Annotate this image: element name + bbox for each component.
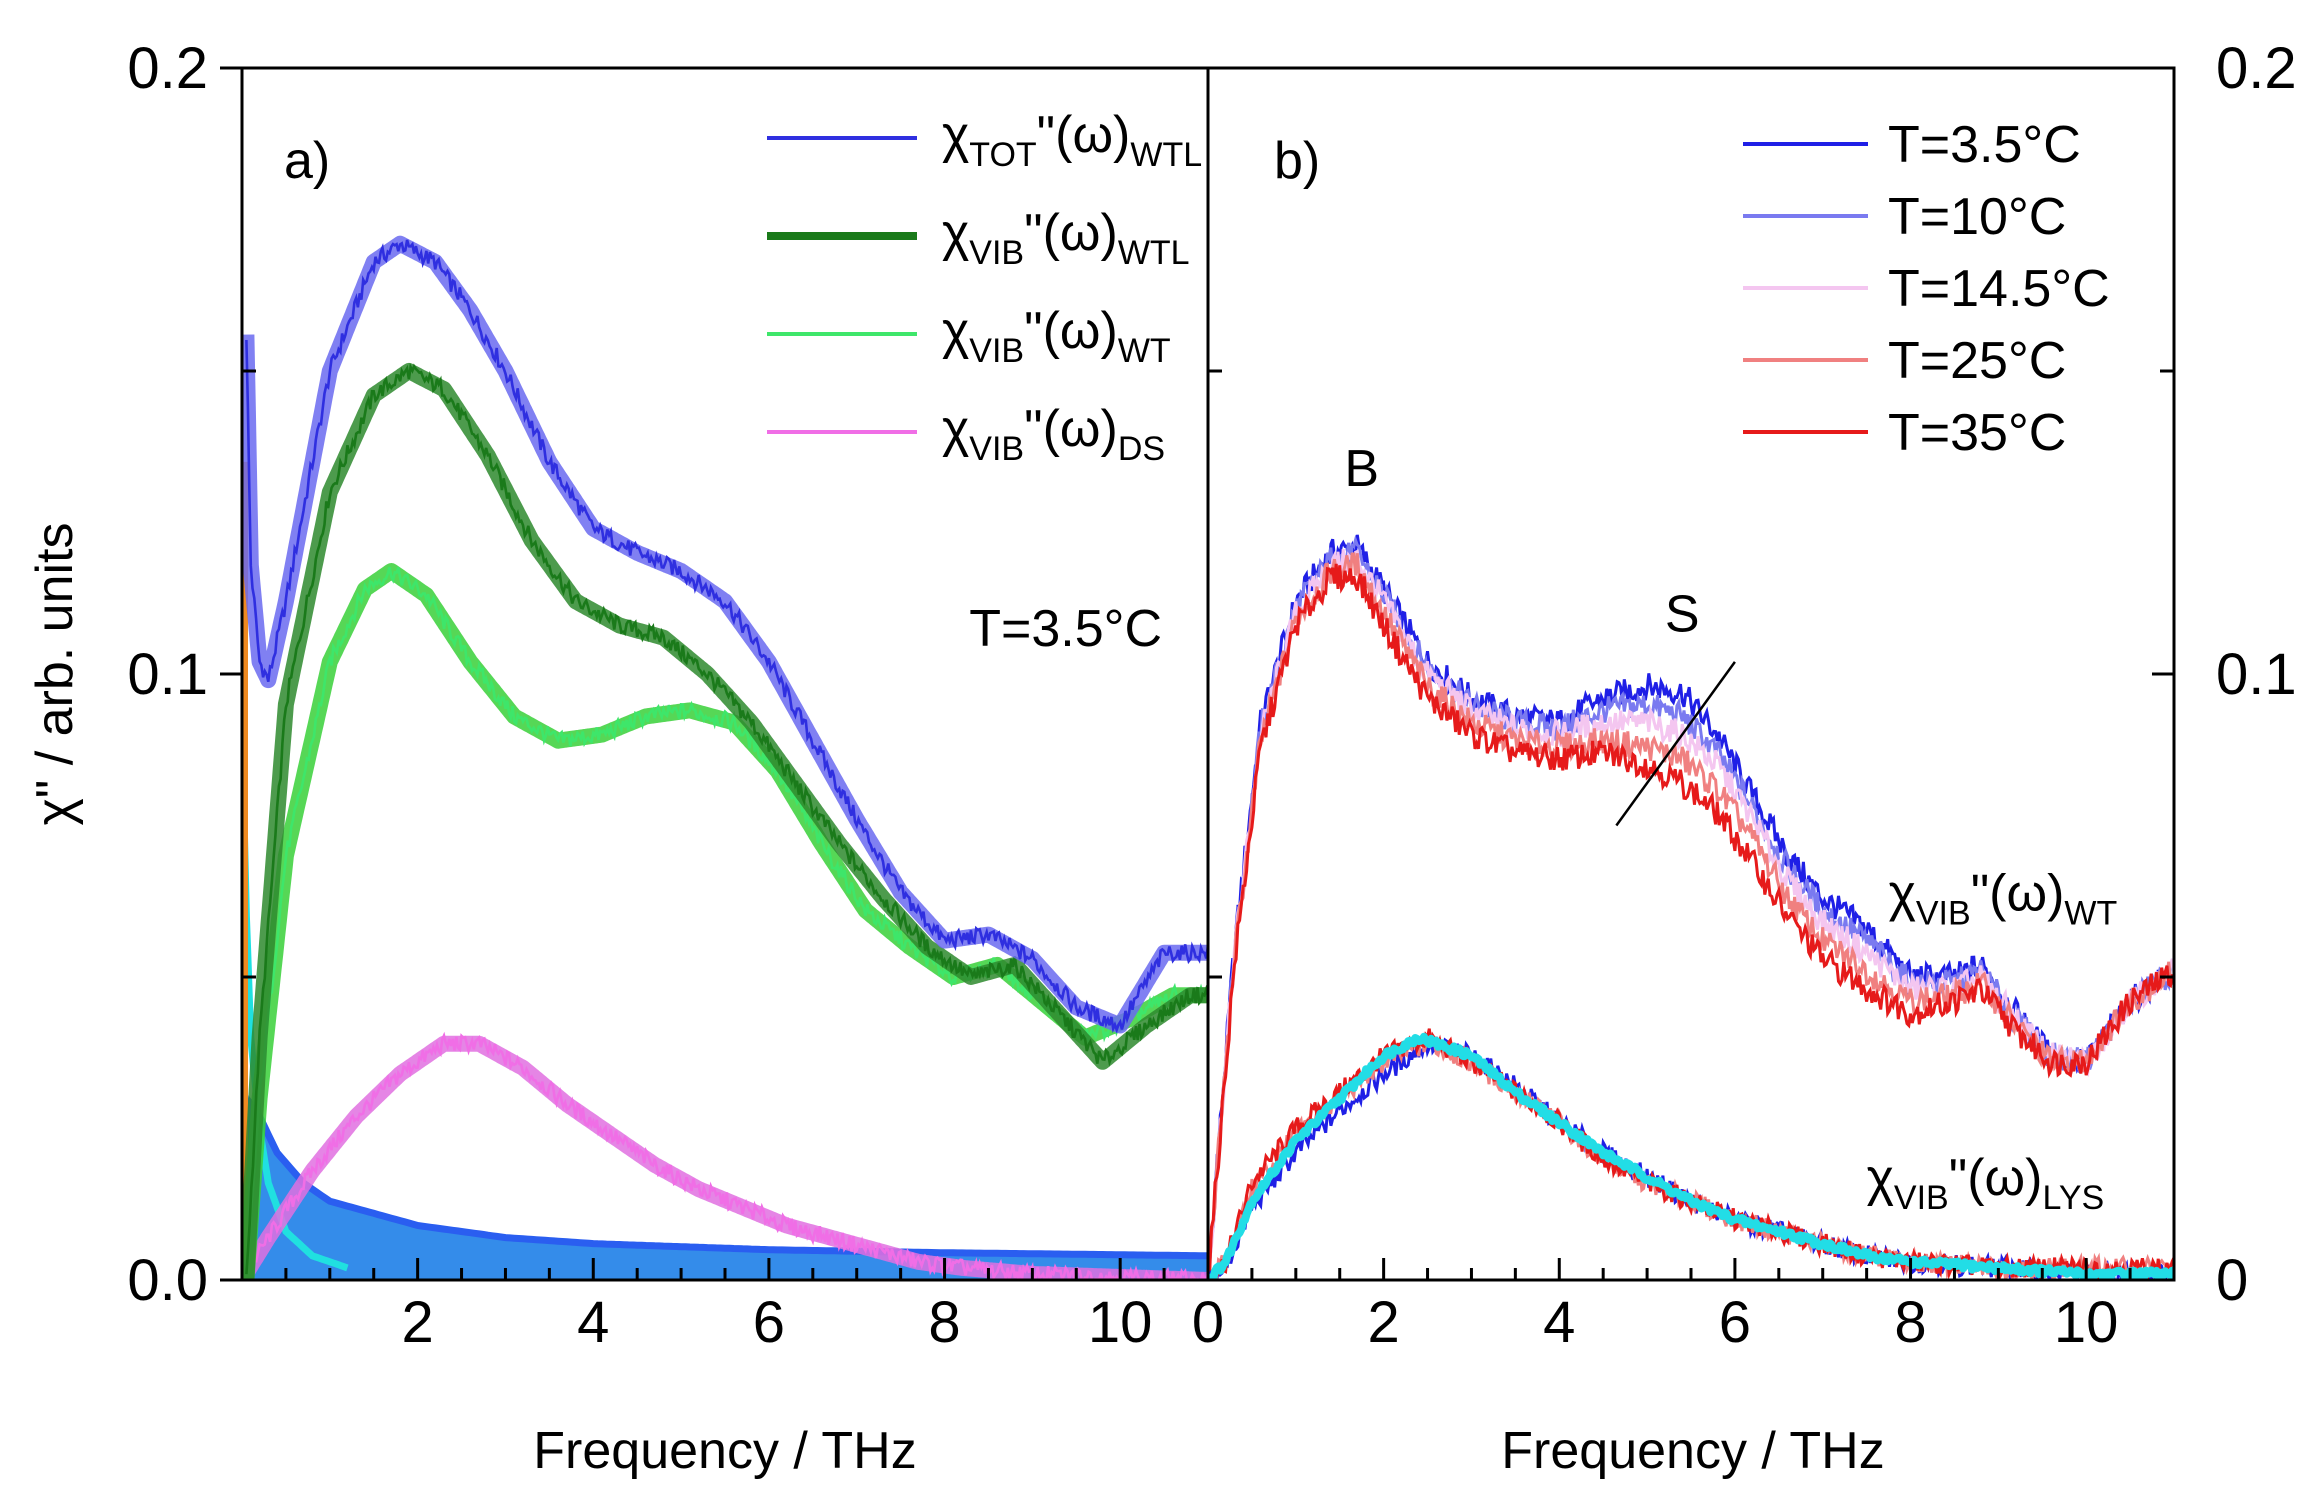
legend-mid: "(ω) xyxy=(1024,302,1118,360)
series-mid: "(ω) xyxy=(1949,1149,2043,1207)
y-tick-label-b: 0 xyxy=(2216,1248,2248,1313)
plot-area-b xyxy=(1208,534,2174,1280)
panel-a: 2 4 6 8 100.00.10.2a)T=3.5°CχTOT"(ω)WTLχVIB"… xyxy=(127,36,1210,1355)
shift-arrow-line xyxy=(1615,661,1736,827)
series-sub: VIB xyxy=(1916,894,1971,932)
temperature-annotation-a: T=3.5°C xyxy=(969,600,1162,658)
series-tail: LYS xyxy=(2042,1179,2104,1217)
legend-sub: TOT xyxy=(969,136,1036,174)
legend-tail: WTL xyxy=(1118,234,1190,272)
legend-tail: DS xyxy=(1118,430,1165,468)
legend-tail: WTL xyxy=(1130,136,1202,174)
y-axis-title: χ" / arb. units xyxy=(26,523,84,826)
x-axis-title-b: Frequency / THz xyxy=(1501,1422,1884,1480)
legend-base: χ xyxy=(942,106,969,164)
x-tick-label-b: 2 xyxy=(1368,1290,1400,1355)
data-line-3 xyxy=(242,1031,1208,1280)
legend-label-b: T=35°C xyxy=(1888,404,2066,462)
data-line-0 xyxy=(245,239,1208,1034)
legend-base: χ xyxy=(942,302,969,360)
x-tick-label-a: 8 xyxy=(928,1290,960,1355)
temperature-line-3 xyxy=(1208,552,2174,1275)
x-tick-label-b: 6 xyxy=(1719,1290,1751,1355)
y-tick-label-a: 0.0 xyxy=(127,1248,208,1313)
legend-mid: "(ω) xyxy=(1024,204,1118,262)
series-sub: VIB xyxy=(1894,1179,1949,1217)
data-line-1 xyxy=(245,362,1208,1275)
series-label-b: χVIB"(ω)WT xyxy=(1889,864,2118,932)
panel-label-a: a) xyxy=(284,132,330,190)
series-base: χ xyxy=(1889,864,1916,922)
band-annotation-B: B xyxy=(1344,440,1379,498)
plot-area-a xyxy=(242,235,1208,1280)
legend-label-a: χVIB"(ω)DS xyxy=(942,400,1165,468)
x-tick-label-b: 8 xyxy=(1894,1290,1926,1355)
legend-mid: "(ω) xyxy=(1024,400,1118,458)
series-label-b: χVIB"(ω)LYS xyxy=(1867,1149,2105,1217)
legend-base: χ xyxy=(942,400,969,458)
legend-mid: "(ω) xyxy=(1037,106,1131,164)
y-tick-label-a: 0.2 xyxy=(127,36,208,101)
low-frequency-marker xyxy=(242,461,248,1280)
legend-label-a: χVIB"(ω)WT xyxy=(942,302,1171,370)
legend-sub: VIB xyxy=(969,332,1024,370)
legend-label-b: T=14.5°C xyxy=(1888,260,2110,318)
temperature-line-4 xyxy=(1208,563,2174,1276)
lys-fit-line xyxy=(1208,1032,2174,1280)
series-base: χ xyxy=(1867,1149,1894,1207)
series-mid: "(ω) xyxy=(1971,864,2065,922)
y-tick-label-b: 0.1 xyxy=(2216,642,2297,707)
relaxation-fit-line xyxy=(242,1095,1208,1260)
fit-line-1 xyxy=(242,363,1208,1280)
legend-sub: VIB xyxy=(969,234,1024,272)
band-annotation-S: S xyxy=(1665,586,1700,644)
fit-line-2 xyxy=(242,563,1208,1280)
legend-tail: WT xyxy=(1118,332,1171,370)
data-line-2 xyxy=(245,566,1208,1275)
axes-frame-b xyxy=(1206,66,2176,1282)
legend-label-b: T=3.5°C xyxy=(1888,116,2081,174)
y-tick-label-b: 0.2 xyxy=(2216,36,2297,101)
x-tick-label-a: 10 xyxy=(1088,1290,1153,1355)
legend-label-b: T=25°C xyxy=(1888,332,2066,390)
series-tail: WT xyxy=(2064,894,2117,932)
legend-label-a: χTOT"(ω)WTL xyxy=(942,106,1202,174)
legend-base: χ xyxy=(942,204,969,262)
x-tick-label-b: 4 xyxy=(1543,1290,1575,1355)
legend-label-b: T=10°C xyxy=(1888,188,2066,246)
x-tick-label-b: 0 xyxy=(1192,1290,1224,1355)
panel-b: 0 2 4 6 8 1000.10.2b)BSχVIB"(ω)WTχVIB"(ω)LYST… xyxy=(1192,36,2297,1355)
x-tick-label-a: 2 xyxy=(402,1290,434,1355)
x-tick-label-a: 6 xyxy=(753,1290,785,1355)
legend-label-a: χVIB"(ω)WTL xyxy=(942,204,1190,272)
panel-label-b: b) xyxy=(1274,132,1320,190)
x-axis-title-a: Frequency / THz xyxy=(533,1422,916,1480)
legend-sub: VIB xyxy=(969,430,1024,468)
x-tick-label-b: 10 xyxy=(2054,1290,2119,1355)
y-tick-label-a: 0.1 xyxy=(127,642,208,707)
x-tick-label-a: 4 xyxy=(577,1290,609,1355)
